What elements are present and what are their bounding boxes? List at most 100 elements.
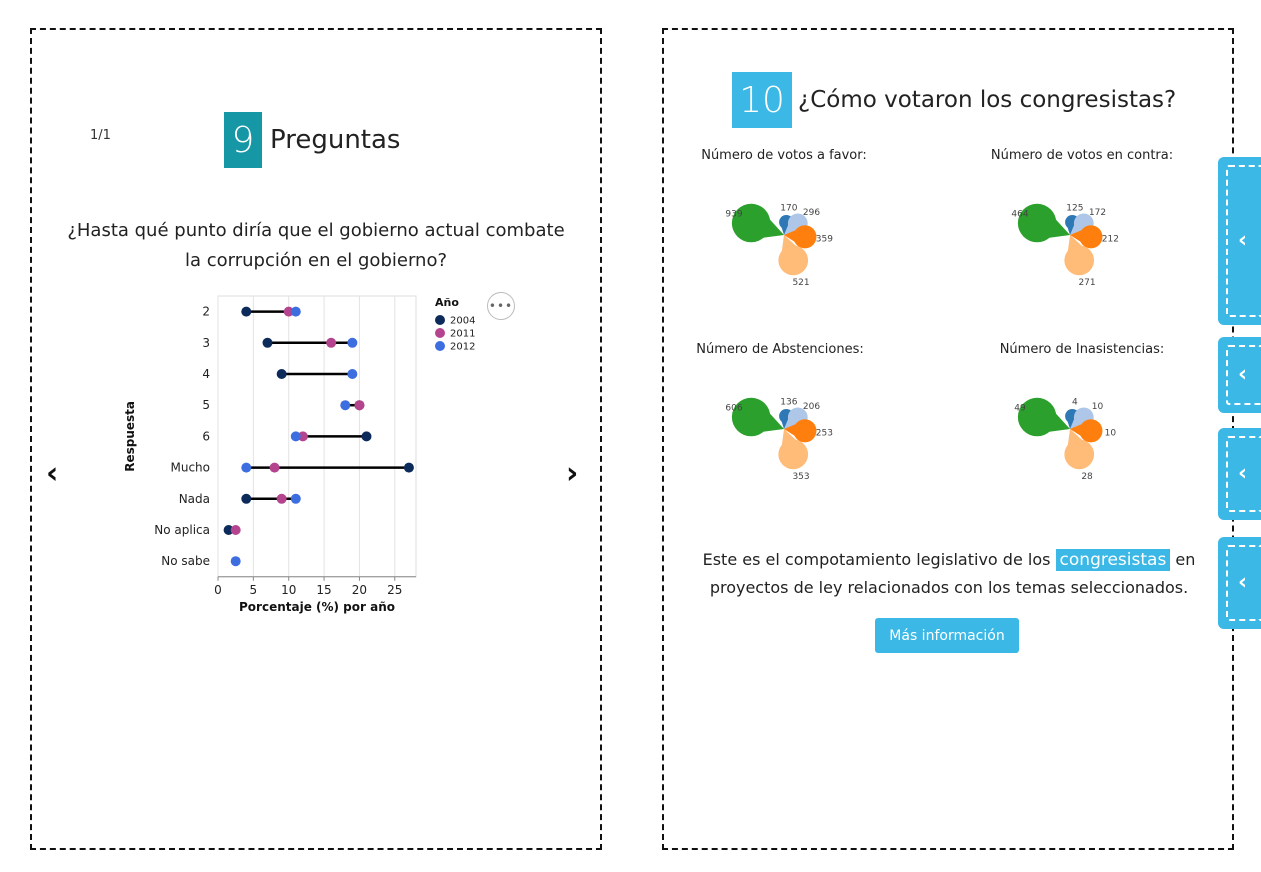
pie-value-label: 10	[1105, 429, 1117, 439]
section-title-text: ¿Cómo votaron los congresistas?	[798, 87, 1177, 113]
pie-favor: 170 296 359 521 939	[725, 203, 833, 288]
pie-value-label: 10	[1092, 402, 1104, 412]
pie-value-label: 271	[1078, 278, 1095, 288]
pie-inasistencias: 4 10 10 28 49	[1014, 397, 1117, 482]
side-tab-3[interactable]: ‹	[1218, 428, 1261, 520]
side-tab-2[interactable]: ‹	[1218, 337, 1261, 413]
description-text: Este es el compotamiento legislativo de …	[684, 546, 1214, 602]
data-point-2004	[361, 431, 372, 442]
chevron-left-icon: ‹	[1238, 362, 1248, 387]
data-point-2011	[326, 337, 337, 348]
pie-petal-wedge	[1070, 419, 1092, 442]
data-point-2012	[290, 306, 301, 317]
data-point-2004	[223, 525, 234, 535]
pie-value-label: 206	[803, 402, 820, 412]
pie-value-label: 464	[1011, 210, 1028, 220]
more-options-button[interactable]: •••	[487, 292, 515, 320]
votes-card: 10 ¿Cómo votaron los congresistas? Númer…	[662, 28, 1234, 850]
page-indicator: 1/1	[90, 128, 111, 143]
description-line-2: proyectos de ley relacionados con los te…	[709, 578, 1189, 597]
data-point-2011	[276, 493, 287, 504]
x-tick-label: 15	[316, 583, 331, 597]
pie-petal-wedge	[744, 399, 784, 435]
data-point-2004	[241, 306, 252, 317]
pie-value-label: 296	[803, 208, 820, 218]
section-number-badge: 10	[732, 72, 792, 128]
pie-petal-wedge	[744, 205, 784, 241]
chevron-left-icon: ‹	[1238, 228, 1248, 253]
y-axis-title: Respuesta	[123, 401, 137, 472]
pie-value-label: 353	[792, 472, 809, 482]
x-tick-label: 10	[281, 583, 296, 597]
pie-value-label: 521	[792, 278, 809, 288]
question-line-2: la corrupción en el gobierno?	[184, 250, 448, 271]
data-point-2004	[403, 462, 414, 473]
data-point-2012	[347, 337, 358, 348]
legend-title: Año	[435, 296, 459, 309]
data-point-2012	[347, 369, 358, 379]
side-tab-4[interactable]: ‹	[1218, 537, 1261, 629]
data-point-2011	[230, 525, 241, 535]
data-point-2012	[290, 431, 301, 442]
x-tick-label: 25	[387, 583, 402, 597]
data-point-2011	[354, 400, 365, 411]
section-title: 10 ¿Cómo votaron los congresistas?	[732, 72, 1176, 128]
section-number-badge: 9	[224, 112, 262, 168]
legend-swatch	[435, 315, 445, 325]
question-text: ¿Hasta qué punto diría que el gobierno a…	[60, 216, 572, 276]
pie-caption-favor: Número de votos a favor:	[701, 148, 867, 163]
pie-caption-abstenciones: Número de Abstenciones:	[696, 342, 864, 357]
dumbbell-chart: 0 5 10 15 20 25 2 3 4 5 6 Mucho Nada No aplica No sabe…	[123, 295, 475, 614]
pie-petal-wedge	[1030, 399, 1070, 435]
side-tab-1[interactable]: ‹	[1218, 157, 1261, 325]
pie-value-label: 172	[1089, 208, 1106, 218]
more-info-button[interactable]: Más información	[875, 618, 1019, 653]
y-tick-label: No sabe	[161, 554, 210, 568]
pie-value-label: 4	[1072, 397, 1078, 407]
description-after: en	[1175, 550, 1196, 569]
x-tick-label: 5	[250, 583, 258, 597]
section-title-text: Preguntas	[270, 125, 401, 155]
pie-petal-wedge	[779, 235, 807, 266]
y-tick-label: Nada	[179, 492, 210, 506]
legend-label: 2011	[450, 329, 475, 340]
pie-value-label: 49	[1014, 404, 1026, 414]
pie-value-label: 125	[1066, 203, 1083, 213]
previous-arrow-button[interactable]: ‹	[46, 456, 59, 491]
pie-petal-wedge	[1065, 235, 1093, 266]
pie-value-label: 939	[725, 210, 742, 220]
pie-abstenciones: 136 206 253 353 606	[725, 397, 833, 482]
data-point-2012	[230, 556, 241, 567]
y-tick-label: 3	[202, 336, 210, 350]
legend-swatch	[435, 341, 445, 351]
data-point-2011	[283, 306, 294, 317]
next-arrow-button[interactable]: ›	[566, 456, 579, 491]
pie-petal-wedge	[784, 225, 806, 248]
chevron-left-icon: ‹	[1238, 570, 1248, 595]
data-point-2011	[297, 431, 308, 442]
pie-value-label: 606	[725, 404, 742, 414]
pie-contra: 125 172 212 271 464	[1011, 203, 1119, 288]
y-tick-label: 4	[202, 367, 210, 381]
data-point-2012	[340, 400, 351, 411]
pie-value-label: 136	[780, 397, 797, 407]
data-point-2012	[241, 462, 252, 473]
data-point-2011	[269, 462, 280, 473]
legend-label: 2012	[450, 342, 475, 353]
y-tick-label: 5	[202, 398, 210, 412]
pie-caption-contra: Número de votos en contra:	[990, 148, 1174, 163]
pie-petal-wedge	[779, 429, 807, 460]
question-line-1: ¿Hasta qué punto diría que el gobierno a…	[67, 220, 565, 241]
y-tick-label: Mucho	[170, 461, 210, 475]
data-point-2004	[241, 493, 252, 504]
legend-label: 2004	[450, 316, 475, 327]
pie-value-label: 212	[1102, 235, 1119, 245]
pie-petal-wedge	[784, 419, 806, 442]
y-tick-label: No aplica	[154, 523, 210, 537]
pie-petal-wedge	[1065, 429, 1093, 460]
y-tick-label: 2	[202, 305, 210, 319]
data-point-2012	[290, 493, 301, 504]
data-point-2004	[262, 337, 273, 348]
data-point-2004	[276, 369, 287, 379]
pie-value-label: 28	[1081, 472, 1093, 482]
